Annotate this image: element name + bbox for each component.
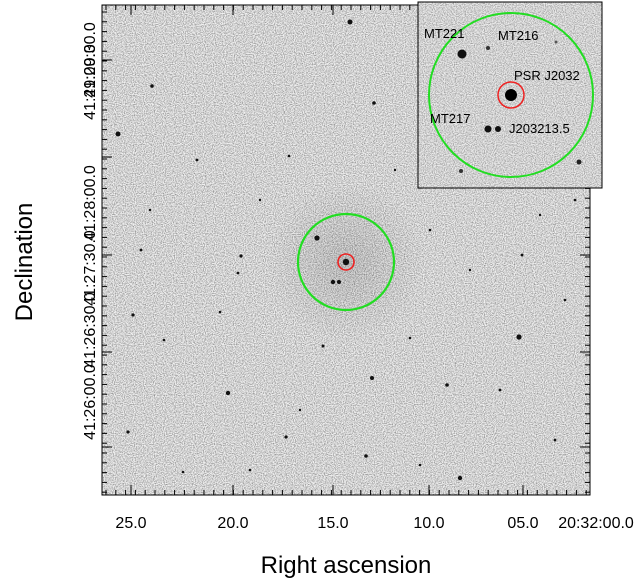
star xyxy=(342,258,350,266)
ra-tick-label: 10.0 xyxy=(413,515,444,532)
inset-panel: MT221 MT216 PSR J2032 MT217 J203213.5 xyxy=(417,1,603,189)
star xyxy=(372,101,376,105)
star xyxy=(218,310,222,314)
inset-star-j203213 xyxy=(495,126,501,132)
star xyxy=(148,208,152,212)
inset-star-psr xyxy=(505,89,517,101)
star xyxy=(131,313,135,317)
y-axis-title: Declination xyxy=(11,203,38,322)
star xyxy=(181,470,185,474)
x-axis-title: Right ascension xyxy=(261,552,432,579)
ra-tick-label: 25.0 xyxy=(115,515,146,532)
inset-star-mt217 xyxy=(484,125,492,133)
star xyxy=(498,388,502,392)
star xyxy=(330,279,336,285)
star xyxy=(393,168,397,172)
pulsar-circle-small xyxy=(337,253,355,271)
inset-label-psr: PSR J2032 xyxy=(514,68,580,83)
star xyxy=(408,336,412,340)
dec-tick-label: 41:26:00.0 xyxy=(82,364,99,440)
star xyxy=(520,253,524,257)
star xyxy=(418,463,422,467)
dec-tick-label: 41:29:30.0 xyxy=(82,22,99,98)
ra-tick-label: 05.0 xyxy=(507,515,538,532)
inset-star-mt221 xyxy=(457,49,467,59)
dec-tick-label: 41:26:30.0 xyxy=(82,292,99,368)
star xyxy=(236,271,240,275)
inset-label-mt221: MT221 xyxy=(424,26,464,41)
star xyxy=(248,468,252,472)
ra-tick-labels: 25.0 20.0 15.0 10.0 05.0 20:32:00.0 xyxy=(115,515,633,532)
star xyxy=(162,338,166,342)
star-field xyxy=(115,19,577,481)
inset-star-mt216 xyxy=(486,46,490,50)
inset-star-faint-2 xyxy=(459,169,463,173)
error-circle-large xyxy=(296,212,396,312)
ra-tick-label: 15.0 xyxy=(317,515,348,532)
star xyxy=(298,408,302,412)
inset-label-j203213: J203213.5 xyxy=(509,121,570,136)
star xyxy=(370,376,374,380)
star xyxy=(195,158,199,162)
star xyxy=(284,435,288,439)
star xyxy=(364,454,368,458)
star xyxy=(225,390,231,396)
star xyxy=(347,19,353,25)
inset-label-mt216: MT216 xyxy=(498,28,538,43)
star xyxy=(139,248,143,252)
star xyxy=(287,154,291,158)
inset-error-circle-large xyxy=(428,12,594,178)
image-frame xyxy=(101,4,591,496)
star xyxy=(239,254,243,258)
star xyxy=(258,198,262,202)
star xyxy=(314,235,320,241)
inset-star-faint-3 xyxy=(554,40,558,44)
star xyxy=(538,213,542,217)
inset-label-mt217: MT217 xyxy=(430,111,470,126)
dec-tick-label: 41:27:30.0 xyxy=(82,230,99,306)
star xyxy=(115,131,121,137)
inset-star-faint-1 xyxy=(576,159,582,165)
star xyxy=(457,475,463,481)
dec-tick-label: 41:29:00.0 xyxy=(82,44,99,120)
star xyxy=(428,228,432,232)
ra-tick-label: 20:32:00.0 xyxy=(558,515,634,532)
inset-frame xyxy=(417,1,603,189)
star xyxy=(573,198,577,202)
star xyxy=(337,280,341,284)
star xyxy=(321,344,325,348)
dec-tick-labels: 41:29:30.0 41:29:00.0 41:28:00.0 41:27:3… xyxy=(82,22,99,440)
ra-tick-label: 20.0 xyxy=(217,515,248,532)
inset-pulsar-circle-small xyxy=(497,81,525,109)
star xyxy=(150,84,154,88)
star xyxy=(553,438,557,442)
star xyxy=(445,383,449,387)
star xyxy=(563,298,567,302)
star xyxy=(468,268,472,272)
dec-tick-label: 41:28:00.0 xyxy=(82,165,99,241)
star xyxy=(126,430,130,434)
star xyxy=(516,334,522,340)
